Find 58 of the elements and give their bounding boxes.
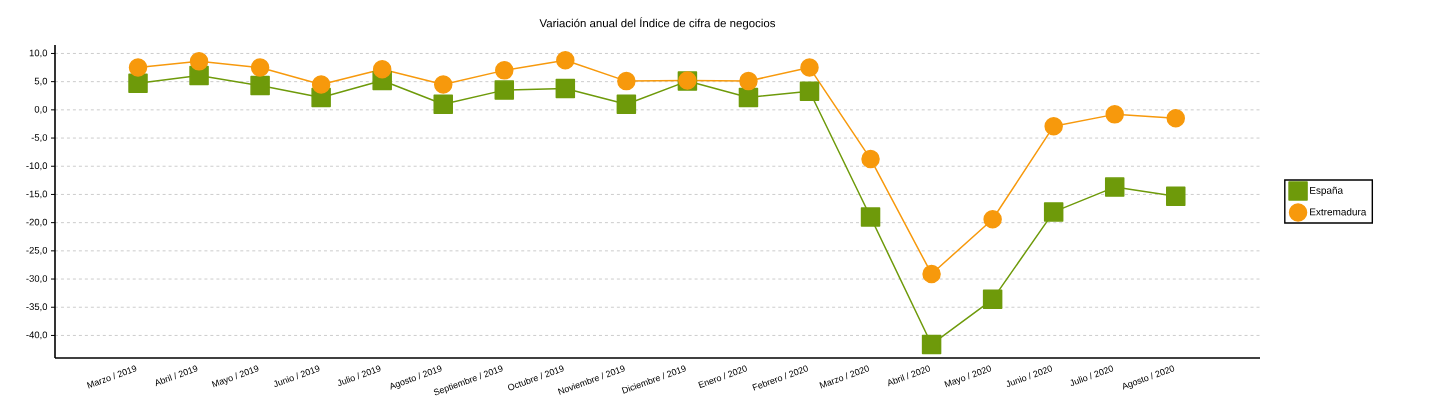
x-tick-label: Abril / 2019	[155, 365, 198, 387]
legend-label: Extremadura	[1310, 208, 1367, 216]
point	[739, 71, 758, 91]
point	[982, 289, 1003, 310]
chart-title: Variación anual del Índice de cifra de negocios	[539, 17, 776, 30]
point	[311, 75, 331, 94]
point	[922, 264, 941, 284]
point	[800, 58, 819, 77]
point	[555, 78, 576, 99]
point	[861, 149, 880, 169]
point	[372, 59, 392, 79]
point	[860, 207, 881, 227]
y-tick-label: -25,0	[26, 246, 48, 255]
point	[128, 73, 148, 94]
y-tick-label: -15,0	[26, 190, 48, 199]
point	[250, 75, 270, 96]
x-tick-label: Mayo / 2019	[211, 365, 259, 388]
point	[799, 81, 820, 101]
point	[495, 61, 514, 80]
y-tick-label: -30,0	[26, 275, 48, 283]
x-tick-label: Junio / 2019	[274, 365, 320, 387]
x-tick-label: Julio / 2020	[1070, 365, 1114, 386]
x-tick-label: Marzo / 2020	[819, 365, 869, 389]
point	[617, 71, 636, 91]
point	[616, 94, 637, 114]
y-tick-label: -40,0	[26, 331, 48, 340]
x-tick-label: Abril / 2020	[888, 365, 930, 387]
y-tick-label: 5,0	[34, 77, 48, 86]
point	[494, 80, 515, 100]
x-tick-label: Agosto / 2020	[1123, 365, 1175, 390]
point	[556, 50, 575, 70]
point	[128, 58, 148, 77]
point	[738, 87, 759, 108]
legend-label: España	[1310, 186, 1344, 196]
y-tick-label: 0,0	[34, 105, 48, 114]
point	[1105, 105, 1124, 124]
y-tick-label: -5,0	[31, 134, 48, 142]
y-tick-label: 10,0	[29, 49, 48, 58]
point	[250, 58, 270, 77]
point	[1044, 116, 1063, 136]
point	[1166, 186, 1186, 206]
x-tick-label: Mayo / 2020	[944, 365, 992, 388]
point	[189, 52, 209, 71]
point	[983, 210, 1002, 229]
point	[1104, 177, 1125, 197]
x-tick-label: Enero / 2020	[698, 365, 747, 389]
point	[1043, 202, 1064, 222]
point	[1166, 109, 1186, 128]
point	[433, 94, 453, 114]
x-tick-label: Marzo / 2019	[86, 365, 137, 389]
x-tick-label: Junio / 2020	[1006, 365, 1053, 387]
y-tick-label: -35,0	[26, 303, 48, 312]
y-tick-label: -20,0	[26, 218, 48, 227]
x-tick-label: Julio / 2019	[338, 365, 381, 386]
x-tick-label: Febrero / 2020	[752, 365, 808, 391]
point	[433, 75, 453, 94]
point	[921, 334, 942, 355]
y-tick-label: -10,0	[26, 162, 48, 171]
